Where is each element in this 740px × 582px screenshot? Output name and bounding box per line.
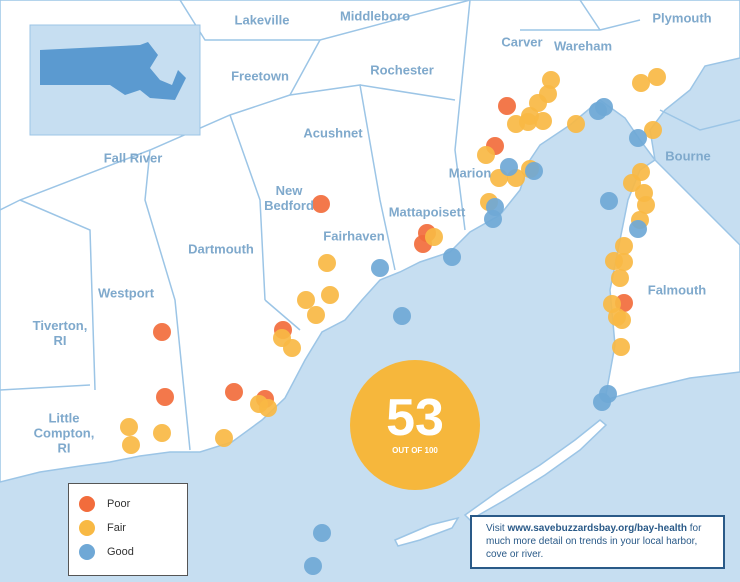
site-dot xyxy=(637,196,655,214)
site-dot xyxy=(615,253,633,271)
site-dot xyxy=(500,158,518,176)
site-dot xyxy=(371,259,389,277)
legend-swatch xyxy=(79,544,95,560)
town-label: Bourne xyxy=(665,148,711,164)
town-label: Little Compton, RI xyxy=(33,410,95,456)
town-label: Tiverton, RI xyxy=(32,318,88,348)
town-label: Fall River xyxy=(103,150,163,166)
site-dot xyxy=(529,94,547,112)
site-dot xyxy=(525,162,543,180)
site-dot xyxy=(498,97,516,115)
town-label: Acushnet xyxy=(303,125,363,141)
town-label: Fairhaven xyxy=(323,228,385,244)
site-dot xyxy=(629,129,647,147)
town-label: Wareham xyxy=(553,38,613,54)
legend: Poor Fair Good xyxy=(68,483,188,576)
site-dot xyxy=(612,338,630,356)
site-dot xyxy=(321,286,339,304)
town-label: Westport xyxy=(97,285,155,301)
note-prefix: Visit xyxy=(486,523,505,534)
site-dot xyxy=(156,388,174,406)
score-value: 53 xyxy=(386,389,444,447)
dots xyxy=(120,68,666,575)
site-dot xyxy=(629,220,647,238)
town-label: Dartmouth xyxy=(188,241,254,257)
site-dot xyxy=(443,248,461,266)
site-dot xyxy=(318,254,336,272)
site-dot xyxy=(519,113,537,131)
legend-swatch xyxy=(79,496,95,512)
site-dot xyxy=(122,436,140,454)
town-label: Middleboro xyxy=(339,8,411,24)
site-dot xyxy=(600,192,618,210)
town-label: Carver xyxy=(501,34,543,50)
site-dot xyxy=(425,228,443,246)
site-dot xyxy=(153,323,171,341)
site-dot xyxy=(593,393,611,411)
site-dot xyxy=(589,102,607,120)
site-dot xyxy=(644,121,662,139)
note-url: www.savebuzzardsbay.org/bay-health xyxy=(507,523,688,534)
site-dot xyxy=(611,269,629,287)
site-dot xyxy=(297,291,315,309)
score-badge: 53 OUT OF 100 xyxy=(350,360,480,490)
town-label: Lakeville xyxy=(234,12,290,28)
site-dot xyxy=(312,195,330,213)
town-label: Plymouth xyxy=(652,10,712,26)
site-dot xyxy=(534,112,552,130)
site-dot xyxy=(632,74,650,92)
town-label: Freetown xyxy=(231,68,289,84)
site-dot xyxy=(613,311,631,329)
town-label: Mattapoisett xyxy=(388,204,466,220)
site-dot xyxy=(259,399,277,417)
legend-item: Poor xyxy=(79,492,187,516)
town-label: New Bedford xyxy=(264,183,314,213)
site-dot xyxy=(648,68,666,86)
legend-swatch xyxy=(79,520,95,536)
legend-label: Poor xyxy=(107,498,131,510)
island xyxy=(393,516,460,547)
score-caption: OUT OF 100 xyxy=(392,446,438,455)
island xyxy=(463,419,608,521)
town-label: Falmouth xyxy=(647,282,707,298)
site-dot xyxy=(215,429,233,447)
legend-label: Good xyxy=(107,546,134,558)
site-dot xyxy=(153,424,171,442)
site-dot xyxy=(567,115,585,133)
site-dot xyxy=(542,71,560,89)
site-dot xyxy=(225,383,243,401)
legend-item: Fair xyxy=(79,516,187,540)
legend-label: Fair xyxy=(107,522,126,534)
site-dot xyxy=(393,307,411,325)
legend-item: Good xyxy=(79,540,187,564)
site-dot xyxy=(304,557,322,575)
site-dot xyxy=(484,210,502,228)
site-dot xyxy=(313,524,331,542)
site-dot xyxy=(477,146,495,164)
site-dot xyxy=(273,329,291,347)
site-dot xyxy=(307,306,325,324)
site-dot xyxy=(615,237,633,255)
note-text: for much more detail on trends in your l… xyxy=(486,523,702,560)
info-note: Visit www.savebuzzardsbay.org/bay-health… xyxy=(470,515,725,569)
town-label: Rochester xyxy=(370,62,434,78)
site-dot xyxy=(623,174,641,192)
town-label: Marion xyxy=(448,165,492,181)
inset-map xyxy=(29,24,201,136)
site-dot xyxy=(120,418,138,436)
